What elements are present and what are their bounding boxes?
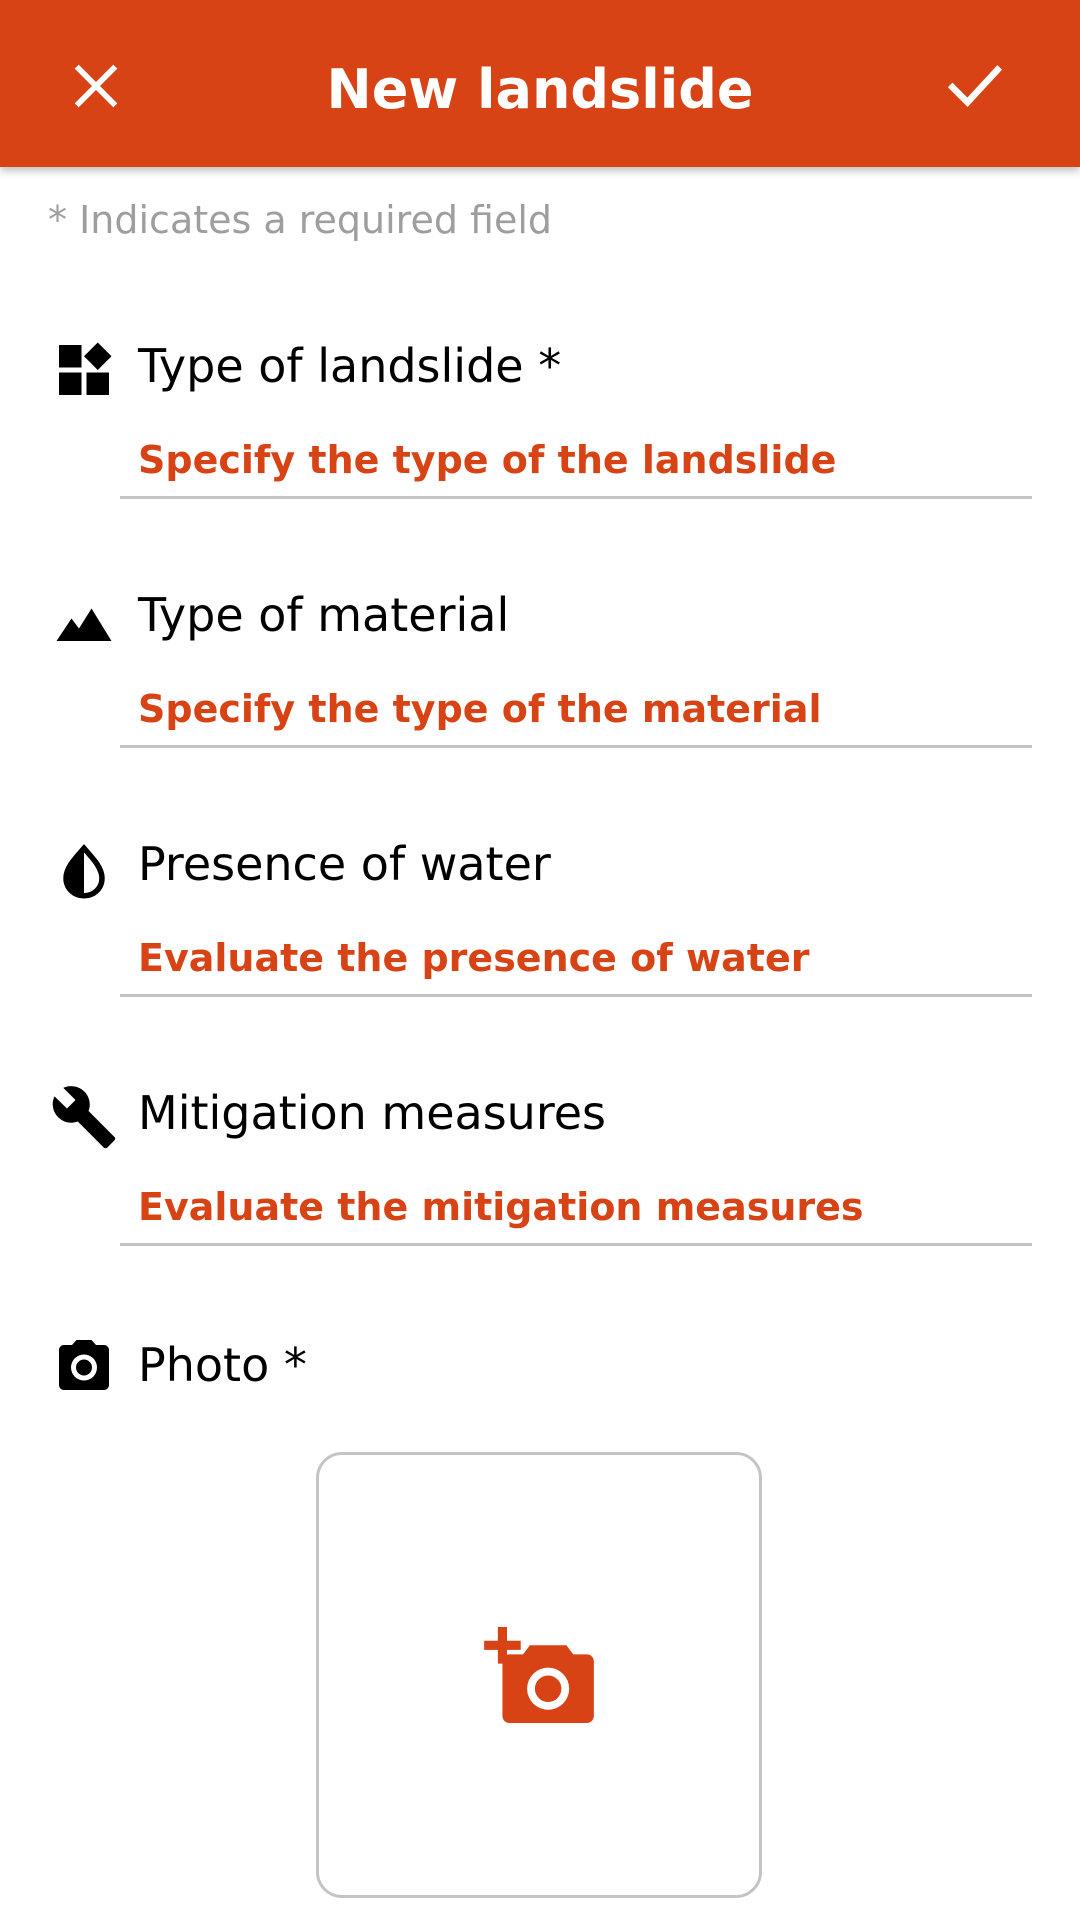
widgets-icon xyxy=(48,334,120,406)
field-label: Type of material xyxy=(138,588,510,642)
water-drop-icon xyxy=(48,836,120,908)
field-presence-of-water[interactable]: Presence of water Evaluate the presence … xyxy=(0,828,1080,1028)
camera-icon xyxy=(48,1329,120,1401)
field-label: Type of landslide * xyxy=(138,339,562,393)
field-label: Presence of water xyxy=(138,837,551,891)
field-type-of-material[interactable]: Type of material Specify the type of the… xyxy=(0,579,1080,779)
field-value[interactable]: Specify the type of the landslide xyxy=(138,438,837,482)
photo-label: Photo * xyxy=(138,1338,307,1392)
field-value[interactable]: Evaluate the mitigation measures xyxy=(138,1185,864,1229)
page-title: New landslide xyxy=(326,58,754,121)
field-mitigation-measures[interactable]: Mitigation measures Evaluate the mitigat… xyxy=(0,1077,1080,1277)
check-icon xyxy=(947,65,1003,107)
field-underline xyxy=(120,1243,1032,1246)
field-label: Mitigation measures xyxy=(138,1086,606,1140)
terrain-icon xyxy=(48,585,120,657)
photo-section-header: Photo * xyxy=(0,1325,1080,1405)
add-photo-icon xyxy=(484,1627,594,1723)
required-field-note: * Indicates a required field xyxy=(48,198,553,242)
app-bar: New landslide xyxy=(0,0,1080,167)
field-value[interactable]: Evaluate the presence of water xyxy=(138,936,810,980)
field-underline xyxy=(120,745,1032,748)
close-button[interactable] xyxy=(56,46,136,126)
add-photo-button[interactable] xyxy=(316,1452,762,1898)
field-type-of-landslide[interactable]: Type of landslide * Specify the type of … xyxy=(0,330,1080,530)
field-value[interactable]: Specify the type of the material xyxy=(138,687,822,731)
field-underline xyxy=(120,496,1032,499)
close-icon xyxy=(74,64,118,108)
field-underline xyxy=(120,994,1032,997)
wrench-icon xyxy=(48,1081,120,1153)
confirm-button[interactable] xyxy=(930,46,1020,126)
